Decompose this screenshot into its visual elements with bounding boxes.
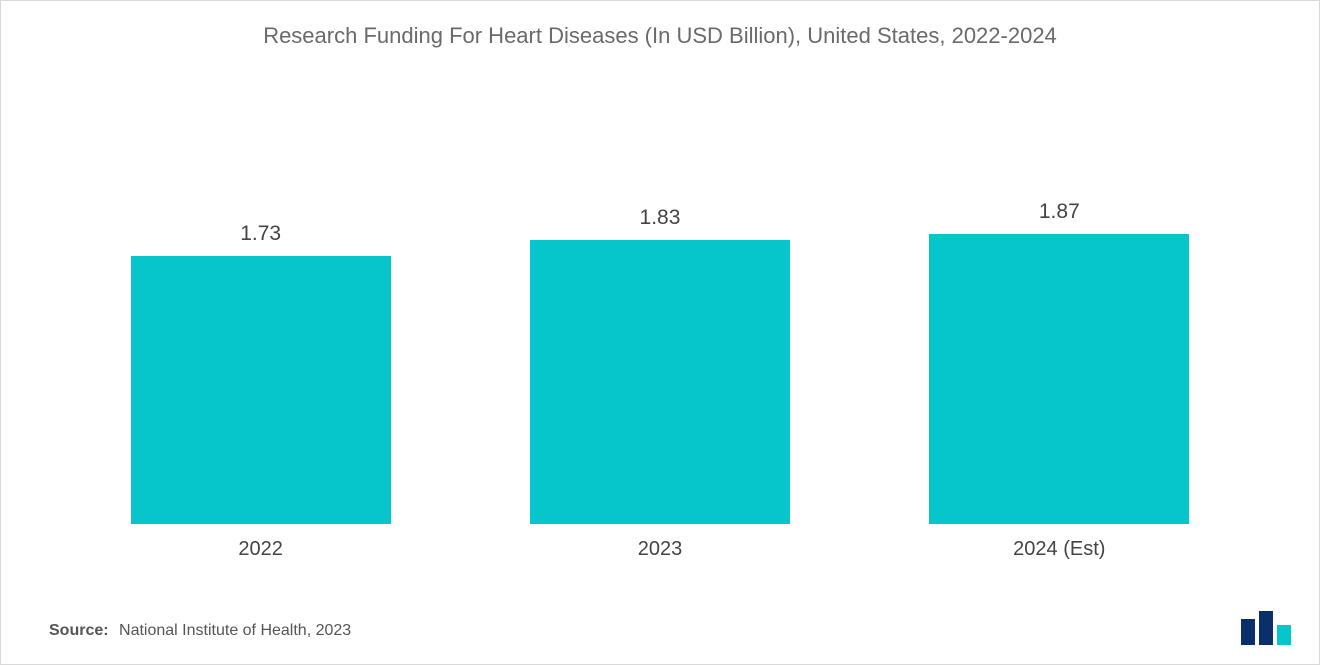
brand-logo (1241, 605, 1297, 650)
bar-value-2: 1.87 (1039, 200, 1080, 224)
source-text: National Institute of Health, 2023 (119, 622, 351, 639)
bar-value-0: 1.73 (240, 222, 281, 246)
mordor-logo-icon (1241, 605, 1297, 645)
bar-group-1: 1.83 2023 (520, 206, 800, 561)
chart-title: Research Funding For Heart Diseases (In … (1, 1, 1319, 49)
bar-1 (530, 240, 790, 524)
bar-category-0: 2022 (238, 538, 283, 561)
bar-value-1: 1.83 (640, 206, 681, 230)
chart-plot-area: 1.73 2022 1.83 2023 1.87 2024 (Est) (1, 121, 1319, 561)
bar-group-2: 1.87 2024 (Est) (919, 200, 1199, 561)
source-line: Source: National Institute of Health, 20… (49, 622, 351, 640)
bar-0 (131, 256, 391, 524)
bar-category-1: 2023 (638, 538, 683, 561)
bar-2 (929, 234, 1189, 524)
bar-category-2: 2024 (Est) (1013, 538, 1105, 561)
bar-group-0: 1.73 2022 (121, 222, 401, 561)
source-label: Source: (49, 622, 109, 639)
